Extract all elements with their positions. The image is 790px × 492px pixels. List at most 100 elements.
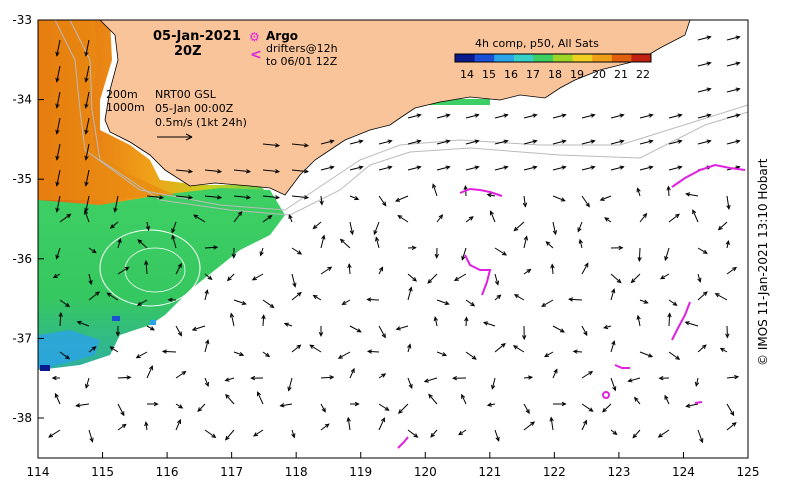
current-arrow-head <box>136 301 142 306</box>
current-arrow <box>280 403 293 407</box>
current-arrow <box>552 114 566 119</box>
y-tick-label: -37 <box>12 331 32 345</box>
current-arrow <box>378 267 383 275</box>
current-arrow-head <box>354 196 360 201</box>
current-arrow-head <box>513 294 519 299</box>
y-tick-label: -34 <box>12 93 32 107</box>
current-arrow-head <box>445 113 451 118</box>
current-arrow-head <box>496 294 502 300</box>
current-arrow <box>288 214 293 223</box>
current-arrow <box>204 273 212 280</box>
current-arrow-head <box>583 331 588 337</box>
current-arrow-head <box>495 436 500 442</box>
argo-legend-icon: ⚙ <box>249 30 260 44</box>
current-arrow-head <box>627 378 633 383</box>
current-arrow <box>407 377 413 389</box>
current-arrow-head <box>427 279 433 284</box>
current-arrow-head <box>474 139 480 144</box>
current-arrow-head <box>604 217 610 222</box>
current-arrow <box>726 140 740 145</box>
current-arrow <box>349 368 355 379</box>
current-arrow-head <box>216 169 223 174</box>
current-arrow-head <box>153 401 159 407</box>
current-arrow <box>726 36 740 41</box>
current-arrow-head <box>726 204 731 210</box>
current-arrow-head <box>706 61 712 66</box>
current-arrow-head <box>550 263 555 269</box>
current-arrow-head <box>366 349 373 354</box>
current-arrow <box>523 376 533 379</box>
current-arrow-head <box>588 407 594 412</box>
current-arrow-head <box>312 294 318 300</box>
current-arrow <box>378 325 386 338</box>
current-arrow-head <box>375 236 380 242</box>
current-arrow-head <box>252 432 258 437</box>
current-arrow <box>726 195 730 209</box>
current-arrow-head <box>582 419 587 425</box>
isobath-label-200m: 200m <box>106 88 138 101</box>
current-arrow <box>668 114 682 119</box>
current-arrow <box>639 166 653 171</box>
current-arrow-head <box>430 432 435 438</box>
current-arrow-head <box>145 225 151 232</box>
current-arrow <box>146 221 150 230</box>
current-arrow <box>631 273 641 283</box>
current-arrow <box>225 394 235 405</box>
current-arrow-head <box>109 224 115 229</box>
current-arrow <box>639 351 653 358</box>
current-arrow <box>407 287 412 301</box>
current-arrow <box>494 114 508 119</box>
current-arrow <box>697 114 711 119</box>
sst-speckle <box>112 316 120 321</box>
current-arrow-head <box>730 411 735 417</box>
current-arrow-head <box>735 113 741 118</box>
current-arrow-head <box>544 352 550 358</box>
model-label: NRT00 GSL <box>155 88 217 101</box>
current-arrow-head <box>561 401 567 407</box>
current-arrow-head <box>416 165 422 170</box>
current-arrow-head <box>84 103 89 109</box>
current-arrow-head <box>648 139 654 144</box>
current-arrow-head <box>636 187 641 193</box>
current-arrow <box>465 114 479 119</box>
drifter-tracks <box>397 163 746 449</box>
current-arrow <box>56 247 61 259</box>
current-arrow-head <box>274 169 281 174</box>
current-arrow <box>85 169 90 186</box>
current-arrow-head <box>303 195 310 200</box>
current-arrow <box>610 114 624 119</box>
current-arrow <box>718 221 728 230</box>
current-arrow <box>610 341 615 353</box>
current-arrow <box>175 403 183 409</box>
current-arrow-head <box>630 278 636 284</box>
current-arrow-head <box>561 113 567 118</box>
current-arrow-head <box>356 328 362 333</box>
current-arrow-head <box>387 165 393 170</box>
current-arrow-head <box>590 139 596 144</box>
current-arrow-head <box>568 297 574 302</box>
current-arrow-head <box>137 239 143 244</box>
current-arrow-head <box>483 321 489 326</box>
current-arrow <box>137 299 148 306</box>
eddy-contour <box>99 229 201 307</box>
sst-cool-patch <box>38 330 100 368</box>
colorbar-tick-label: 18 <box>548 68 562 81</box>
current-arrow <box>697 429 703 443</box>
current-arrow <box>320 266 332 275</box>
current-arrow <box>262 143 279 147</box>
current-arrow-head <box>407 343 412 349</box>
current-arrow-head <box>83 209 89 215</box>
current-arrow <box>685 321 699 327</box>
current-arrow-head <box>191 326 197 331</box>
current-arrow <box>59 213 71 223</box>
current-arrow-head <box>685 192 691 197</box>
sst-core <box>38 20 175 200</box>
current-arrow <box>398 403 409 414</box>
current-arrow-head <box>318 332 324 337</box>
current-arrow <box>85 377 90 388</box>
current-arrow-head <box>337 354 343 359</box>
current-arrow-head <box>612 430 618 436</box>
x-tick-label: 117 <box>220 465 243 479</box>
current-arrow <box>610 273 622 283</box>
current-arrow <box>320 166 334 171</box>
